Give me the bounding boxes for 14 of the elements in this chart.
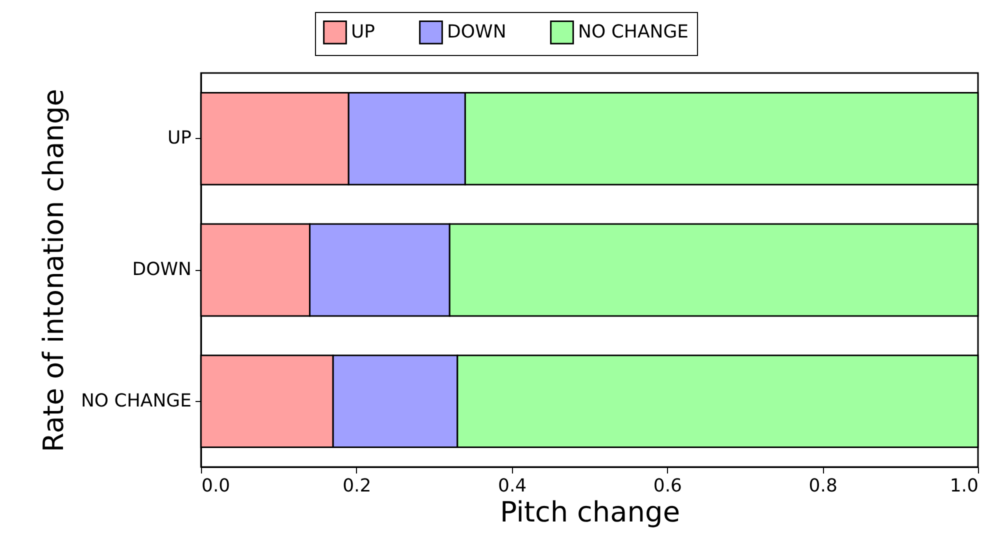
y-tick-label: NO CHANGE <box>80 390 192 412</box>
x-tick-label: 0.0 <box>202 476 230 496</box>
x-tick-label: 0.4 <box>498 476 527 496</box>
legend-label: UP <box>351 21 376 42</box>
x-tick-label: 1.0 <box>950 476 978 496</box>
y-axis-title: Rate of intonation change <box>36 88 70 452</box>
x-axis-title: Pitch change <box>500 496 680 528</box>
legend-label: DOWN <box>447 21 506 42</box>
x-tick-label: 0.8 <box>808 476 838 496</box>
x-tick-label: 0.6 <box>653 476 682 496</box>
y-tick-label: UP <box>167 128 192 149</box>
legend-label: NO CHANGE <box>578 21 689 42</box>
x-tick-label: 0.2 <box>342 476 372 496</box>
y-tick-label: DOWN <box>132 259 192 280</box>
